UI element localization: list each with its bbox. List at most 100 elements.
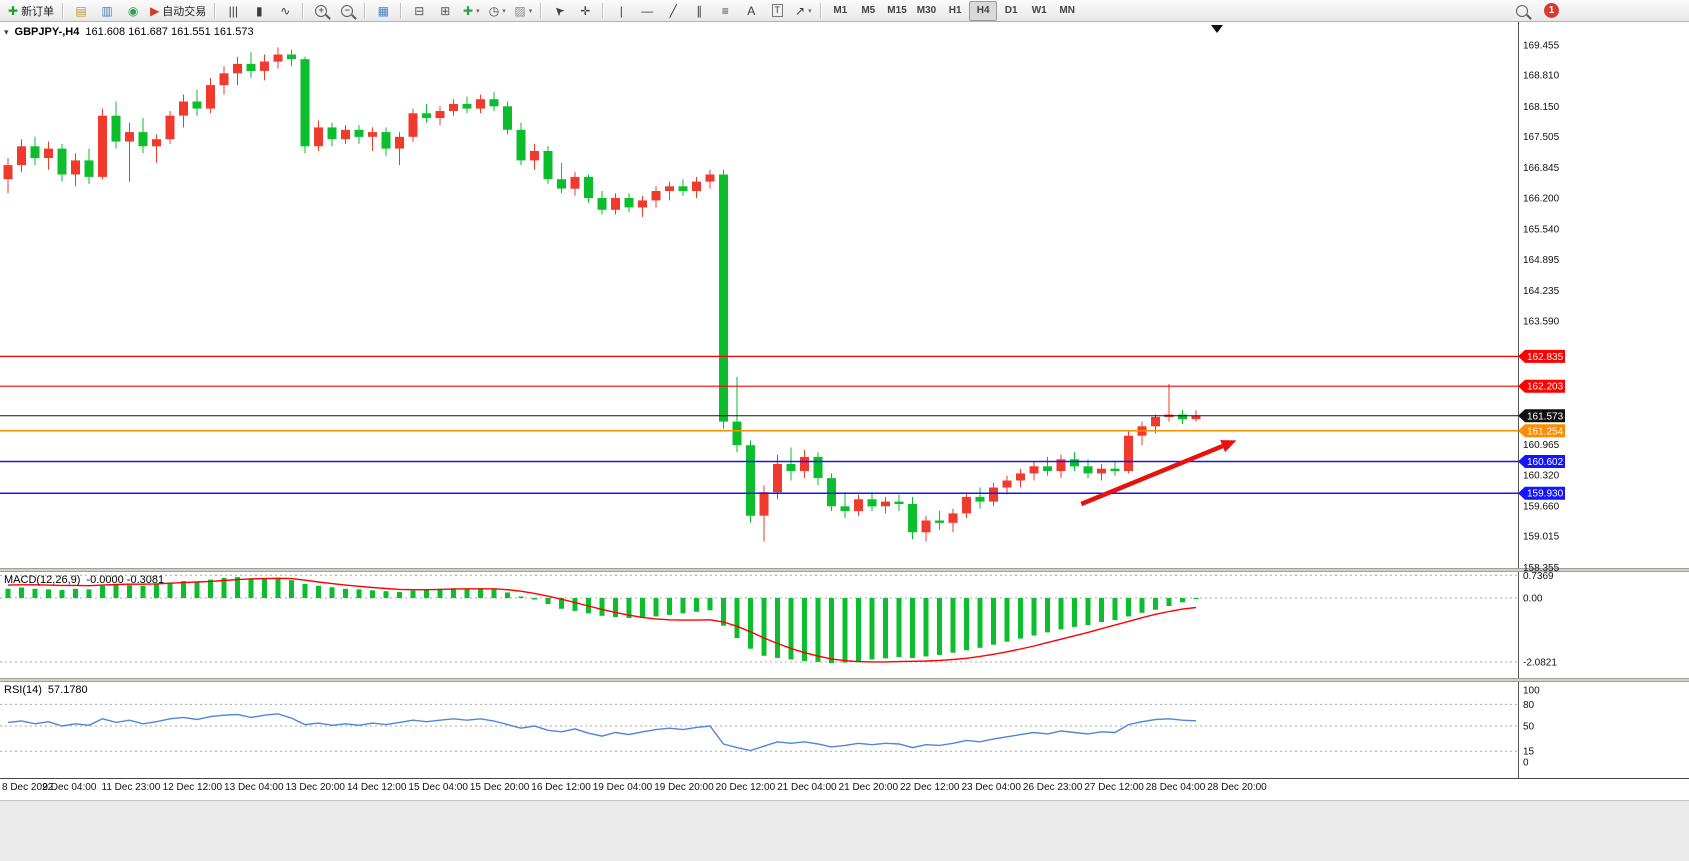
price-line-badge	[1518, 455, 1565, 468]
timeframe-w1-button[interactable]: W1	[1031, 5, 1047, 16]
arrows-button[interactable]: ↗ ▾	[790, 1, 816, 21]
price-line-badge	[1518, 409, 1565, 423]
bottom-strip	[0, 800, 1689, 861]
toolbar-separator	[364, 2, 367, 19]
toolbar-groups: ✚ 新订单 ▤ ▥ ◉ ▶ 自动交易 ||| ▮ ∿ + − ▦ ⊟ ⊞ ✚ ▾ ◷ ▾ ▨ ▾ ➤ ✛ | — ╱ ∥ ≡ A T ↗ ▾	[4, 1, 816, 21]
chart-symbol-period: GBPJPY-,H4	[14, 26, 80, 38]
timeframe-m5-button[interactable]: M5	[861, 5, 876, 16]
label-icon: T	[771, 4, 784, 17]
cursor-button[interactable]: ➤	[546, 1, 572, 21]
zoom-out-icon: −	[341, 4, 354, 17]
rsi-value: 57.1780	[47, 684, 88, 696]
cascade-windows-button[interactable]: ⊞	[432, 1, 458, 21]
cursor-icon: ➤	[550, 1, 568, 20]
svg-text:159.015: 159.015	[1523, 532, 1560, 543]
chart-title: ▾ GBPJPY-,H4 161.608 161.687 161.551 161…	[4, 26, 254, 38]
time-label: 14 Dec 12:00	[346, 782, 407, 793]
templates-icon: ▨	[514, 3, 526, 18]
time-label: 21 Dec 04:00	[777, 782, 837, 793]
timeframe-m30-button[interactable]: M30	[916, 5, 937, 16]
timeframe-m15-button[interactable]: M15	[887, 5, 907, 16]
crosshair-button[interactable]: ✛	[572, 1, 598, 21]
rsi-canvas[interactable]: 100 80 50 150	[0, 682, 1689, 778]
time-label: 21 Dec 20:00	[838, 782, 899, 793]
time-label: 28 Dec 20:00	[1207, 782, 1267, 793]
dropdown-caret-icon: ▾	[502, 7, 506, 15]
notification-badge[interactable]: 1	[1544, 3, 1559, 18]
new-order-icon: ✚	[8, 3, 19, 18]
templates-button[interactable]: ▨ ▾	[510, 1, 536, 21]
zoom-out-button[interactable]: −	[334, 1, 360, 21]
horizontal-line-button[interactable]: —	[634, 1, 660, 21]
chart-shift-marker-icon[interactable]	[1211, 25, 1223, 33]
timeframe-h1-button[interactable]: H1	[948, 5, 962, 16]
svg-text:163.590: 163.590	[1523, 316, 1560, 327]
data-window-button[interactable]: ▥	[94, 1, 120, 21]
timeframe-mn-button[interactable]: MN	[1059, 5, 1075, 16]
new-order-button[interactable]: ✚ 新订单	[4, 1, 58, 21]
macd-histogram	[5, 577, 1199, 664]
price-scale[interactable]: 169.455 168.810 168.150 167.505 166.845 166.2…	[1518, 22, 1560, 574]
svg-text:0.00: 0.00	[1523, 594, 1543, 605]
zoom-in-button[interactable]: +	[308, 1, 334, 21]
svg-text:-2.0821: -2.0821	[1523, 658, 1557, 669]
line-chart-button[interactable]: ∿	[272, 1, 298, 21]
svg-text:80: 80	[1523, 700, 1535, 711]
candlestick-chart-icon: ▮	[255, 3, 263, 18]
svg-text:161.573: 161.573	[1527, 411, 1564, 422]
macd-signal-line	[7, 577, 1197, 663]
rsi-panel: 100 80 50 15 0 RSI(14) 57.1780	[0, 682, 1689, 778]
arrange-windows-icon: ⊟	[414, 3, 425, 18]
bar-chart-button[interactable]: |||	[220, 1, 246, 21]
channel-button[interactable]: ∥	[686, 1, 712, 21]
oneclick-trading-arrow-icon[interactable]: ▾	[4, 26, 9, 37]
trendline-icon: ╱	[669, 3, 677, 18]
time-label: 22 Dec 12:00	[900, 782, 960, 793]
panel-separator[interactable]	[0, 678, 1689, 682]
time-label: 8 Dec 2022	[2, 782, 54, 793]
candlestick-chart-button[interactable]: ▮	[246, 1, 272, 21]
market-watch-button[interactable]: ▤	[68, 1, 94, 21]
tile-windows-button[interactable]: ▦	[370, 1, 396, 21]
timeframe-m1-button[interactable]: M1	[833, 5, 848, 16]
panel-separator[interactable]	[0, 568, 1689, 572]
svg-text:15: 15	[1523, 747, 1535, 758]
time-label: 27 Dec 12:00	[1084, 782, 1144, 793]
macd-values: -0.0000 -0.3081	[86, 574, 165, 586]
timeframe-d1-button[interactable]: D1	[1004, 5, 1018, 16]
auto-trading-button[interactable]: ▶ 自动交易	[146, 1, 210, 21]
rsi-line	[7, 713, 1197, 752]
toolbar-separator	[302, 2, 305, 19]
svg-text:164.235: 164.235	[1523, 286, 1560, 297]
time-label: 19 Dec 04:00	[592, 782, 653, 793]
fibonacci-button[interactable]: ≡	[712, 1, 738, 21]
price-line-badge	[1518, 379, 1565, 393]
main-chart-panel: 169.455 168.810 168.150 167.505 166.845 166.2…	[0, 22, 1689, 574]
timeframe-group: M1 M5 M15 M30 H1 H4 D1 W1 MN	[826, 0, 1081, 21]
timeframe-h4-button[interactable]: H4	[969, 0, 998, 21]
svg-text:160.602: 160.602	[1527, 457, 1564, 468]
label-button[interactable]: T	[764, 1, 790, 21]
tile-windows-icon: ▦	[377, 3, 389, 18]
search-button[interactable]	[1509, 1, 1535, 21]
macd-canvas[interactable]: 0.7369 0.00 -2.0821	[0, 571, 1689, 678]
horizontal-lines[interactable]: 162.835 162.203 161.573 161.254 160.602 159.9…	[0, 349, 1565, 500]
arrange-windows-button[interactable]: ⊟	[406, 1, 432, 21]
main-chart-canvas[interactable]: 169.455 168.810 168.150 167.505 166.845 166.2…	[0, 22, 1689, 574]
fibonacci-icon: ≡	[721, 3, 729, 18]
periods-button[interactable]: ◷ ▾	[484, 1, 510, 21]
time-label: 12 Dec 12:00	[162, 782, 223, 793]
trendline-button[interactable]: ╱	[660, 1, 686, 21]
svg-text:166.200: 166.200	[1523, 194, 1560, 205]
macd-name: MACD(12,26,9)	[4, 574, 81, 586]
indicators-button[interactable]: ✚ ▾	[458, 1, 484, 21]
navigator-button[interactable]: ◉	[120, 1, 146, 21]
time-axis[interactable]: 8 Dec 2022 9 Dec 04:00 11 Dec 23:00 12 Dec …	[0, 778, 1689, 800]
trend-arrow[interactable]	[1080, 440, 1237, 507]
macd-panel: 0.7369 0.00 -2.0821 MACD(12,26,9) -0.0000 …	[0, 571, 1689, 678]
svg-text:158.355: 158.355	[1523, 563, 1560, 574]
time-label: 13 Dec 04:00	[224, 782, 284, 793]
text-button[interactable]: A	[738, 1, 764, 21]
vertical-line-button[interactable]: |	[608, 1, 634, 21]
navigator-icon: ◉	[127, 3, 139, 18]
